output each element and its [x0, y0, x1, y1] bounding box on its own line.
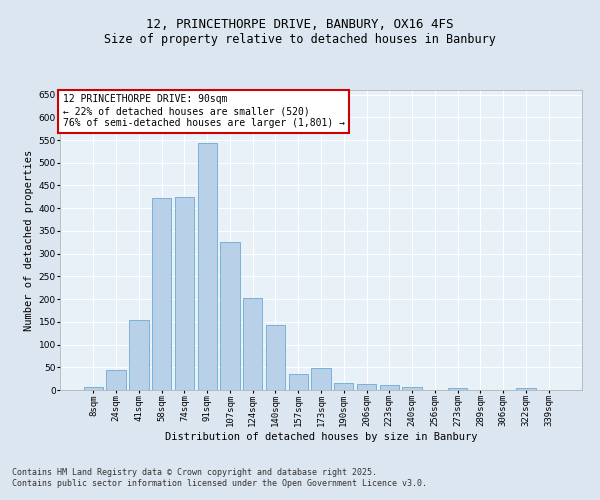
Bar [516, 388, 536, 390]
Text: 12, PRINCETHORPE DRIVE, BANBURY, OX16 4FS: 12, PRINCETHORPE DRIVE, BANBURY, OX16 4F… [146, 18, 454, 30]
Y-axis label: Number of detached properties: Number of detached properties [25, 150, 34, 330]
Text: Size of property relative to detached houses in Banbury: Size of property relative to detached ho… [104, 32, 496, 46]
Bar [334, 383, 353, 390]
Bar [289, 374, 308, 390]
Bar [152, 198, 172, 390]
Bar [448, 388, 467, 390]
Bar [220, 242, 239, 390]
Bar [380, 385, 399, 390]
Bar [403, 387, 422, 390]
X-axis label: Distribution of detached houses by size in Banbury: Distribution of detached houses by size … [165, 432, 477, 442]
Bar [84, 387, 103, 390]
Bar [175, 197, 194, 390]
Bar [243, 298, 262, 390]
Bar [266, 325, 285, 390]
Bar [106, 370, 126, 390]
Text: Contains HM Land Registry data © Crown copyright and database right 2025.
Contai: Contains HM Land Registry data © Crown c… [12, 468, 427, 487]
Bar [311, 368, 331, 390]
Text: 12 PRINCETHORPE DRIVE: 90sqm
← 22% of detached houses are smaller (520)
76% of s: 12 PRINCETHORPE DRIVE: 90sqm ← 22% of de… [62, 94, 344, 128]
Bar [197, 143, 217, 390]
Bar [129, 320, 149, 390]
Bar [357, 384, 376, 390]
